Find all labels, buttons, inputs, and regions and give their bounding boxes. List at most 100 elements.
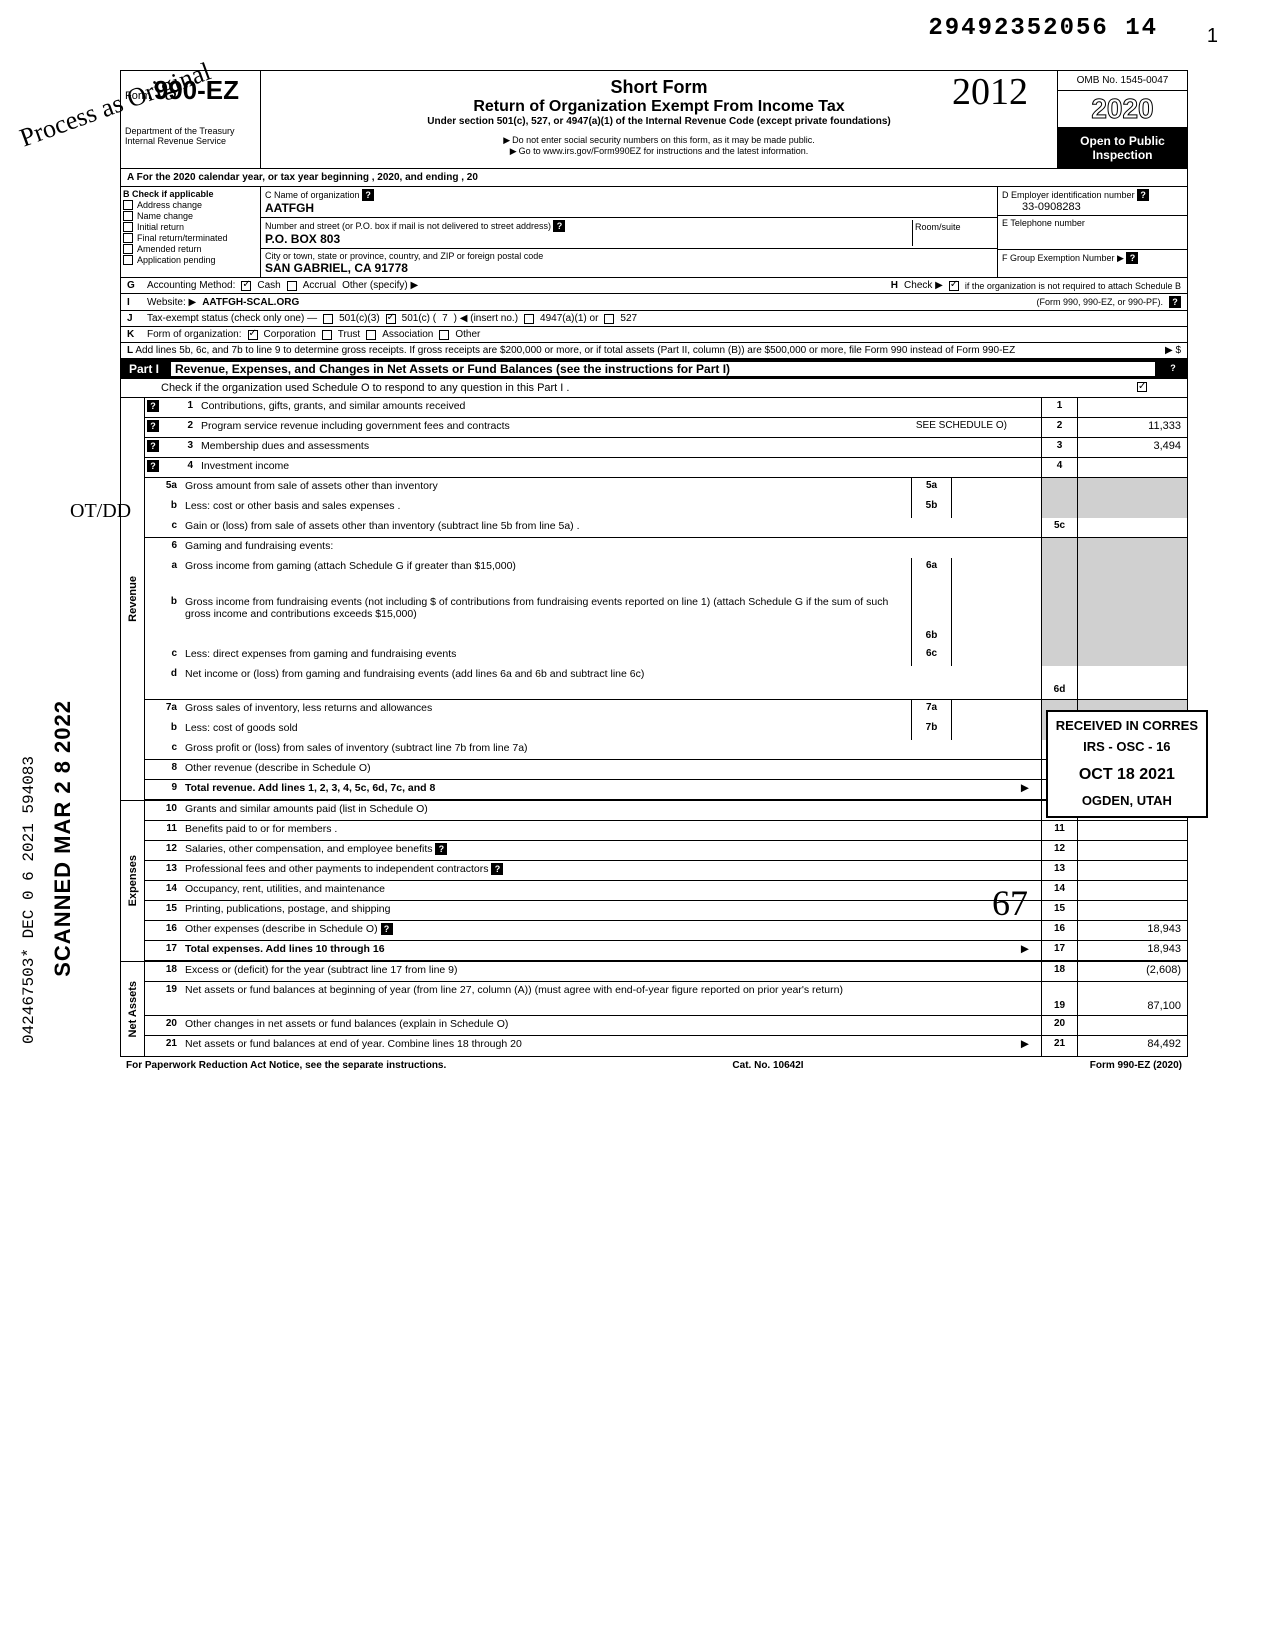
chk-527[interactable] xyxy=(604,314,614,324)
subtitle: Under section 501(c), 527, or 4947(a)(1)… xyxy=(267,116,1051,127)
line2-val: 11,333 xyxy=(1077,418,1187,437)
bottom-stamp: 042467503* DEC 0 6 2021 594083 xyxy=(20,756,38,1044)
tax-year: 2020 xyxy=(1058,91,1187,128)
help-icon[interactable]: ? xyxy=(1126,252,1138,264)
line1-val xyxy=(1077,398,1187,417)
part1-header: Part I Revenue, Expenses, and Changes in… xyxy=(121,359,1187,379)
col-b-org-info: C Name of organization ? AATFGH Number a… xyxy=(261,187,997,277)
chk-assoc[interactable] xyxy=(366,330,376,340)
line11-val xyxy=(1077,821,1187,840)
chk-schedule-o-part1[interactable] xyxy=(1137,382,1147,392)
expenses-label: Expenses xyxy=(127,855,139,906)
net-assets-label: Net Assets xyxy=(127,981,139,1037)
received-stamp: RECEIVED IN CORRES IRS - OSC - 16 OCT 18… xyxy=(1046,710,1208,818)
title-return: Return of Organization Exempt From Incom… xyxy=(267,98,1051,116)
handwritten-year: 2012 xyxy=(952,70,1028,114)
cat-number: Cat. No. 10642I xyxy=(732,1060,803,1071)
chk-pending[interactable] xyxy=(123,255,133,265)
col-b-checkboxes: B Check if applicable Address change Nam… xyxy=(121,187,261,277)
org-name-label: C Name of organization xyxy=(265,190,360,200)
part1-sub: Check if the organization used Schedule … xyxy=(121,379,1187,398)
help-icon[interactable]: ? xyxy=(435,843,447,855)
chk-4947[interactable] xyxy=(524,314,534,324)
paperwork-notice: For Paperwork Reduction Act Notice, see … xyxy=(126,1060,446,1071)
omb-number: OMB No. 1545-0047 xyxy=(1058,71,1187,91)
help-icon[interactable]: ? xyxy=(147,440,159,452)
org-name: AATFGH xyxy=(265,201,314,215)
net-assets-section: Net Assets 18Excess or (deficit) for the… xyxy=(121,961,1187,1056)
line19-val: 87,100 xyxy=(1077,982,1187,1015)
chk-initial-return[interactable] xyxy=(123,222,133,232)
website-url: AATFGH-SCAL.ORG xyxy=(202,297,299,308)
line13-val xyxy=(1077,861,1187,880)
section-b: B Check if applicable Address change Nam… xyxy=(121,187,1187,278)
chk-501c3[interactable] xyxy=(323,314,333,324)
chk-name-change[interactable] xyxy=(123,211,133,221)
instructions-link: Go to www.irs.gov/Form990EZ for instruct… xyxy=(267,146,1051,157)
help-icon[interactable]: ? xyxy=(1137,189,1149,201)
warning-ssn: Do not enter social security numbers on … xyxy=(267,135,1051,146)
telephone-label: E Telephone number xyxy=(1002,218,1085,228)
help-icon[interactable]: ? xyxy=(1169,296,1181,308)
line18-val: (2,608) xyxy=(1077,962,1187,981)
line5c-val xyxy=(1077,518,1187,537)
revenue-label: Revenue xyxy=(127,576,139,622)
col-b-right: D Employer identification number ? 33-09… xyxy=(997,187,1187,277)
schedule-o-ref: SEE SCHEDULE O) xyxy=(916,420,1007,431)
line3-val: 3,494 xyxy=(1077,438,1187,457)
line12-val xyxy=(1077,841,1187,860)
row-j-tax-exempt: J Tax-exempt status (check only one) — 5… xyxy=(121,311,1187,327)
page-number: 1 xyxy=(1207,25,1218,48)
row-g-accounting: G Accounting Method: Cash Accrual Other … xyxy=(121,278,1187,294)
chk-trust[interactable] xyxy=(322,330,332,340)
line6d-val xyxy=(1077,666,1187,699)
room-suite-label: Room/suite xyxy=(913,220,993,246)
chk-cash[interactable] xyxy=(241,281,251,291)
ein-number: 33-0908283 xyxy=(1002,201,1081,213)
header-right: OMB No. 1545-0047 2020 Open to Public In… xyxy=(1057,71,1187,168)
chk-address-change[interactable] xyxy=(123,200,133,210)
part1-title: Revenue, Expenses, and Changes in Net As… xyxy=(171,362,1155,376)
line20-val xyxy=(1077,1016,1187,1035)
line16-val: 18,943 xyxy=(1077,921,1187,940)
line21-val: 84,492 xyxy=(1077,1036,1187,1056)
help-icon[interactable]: ? xyxy=(147,460,159,472)
row-k-form-org: K Form of organization: Corporation Trus… xyxy=(121,327,1187,343)
open-to-public: Open to Public Inspection xyxy=(1058,128,1187,168)
help-icon[interactable]: ? xyxy=(362,189,374,201)
revenue-section: Revenue ?1Contributions, gifts, grants, … xyxy=(121,398,1187,800)
signature-mark: 67 xyxy=(992,882,1028,924)
form-footer: For Paperwork Reduction Act Notice, see … xyxy=(120,1057,1188,1074)
chk-amended[interactable] xyxy=(123,244,133,254)
line15-val xyxy=(1077,901,1187,920)
chk-final-return[interactable] xyxy=(123,233,133,243)
form-version: Form 990-EZ (2020) xyxy=(1090,1060,1182,1071)
help-icon[interactable]: ? xyxy=(491,863,503,875)
chk-501c[interactable] xyxy=(386,314,396,324)
header-center: Short Form Return of Organization Exempt… xyxy=(261,71,1057,168)
irs-label: Internal Revenue Service xyxy=(125,136,256,146)
group-exemption-label: F Group Exemption Number ▶ xyxy=(1002,253,1124,263)
row-a-calendar-year: A For the 2020 calendar year, or tax yea… xyxy=(121,169,1187,187)
scanned-stamp: SCANNED MAR 2 8 2022 xyxy=(50,700,76,977)
chk-schedule-b[interactable] xyxy=(949,281,959,291)
dept-treasury: Department of the Treasury xyxy=(125,126,256,136)
help-icon[interactable]: ? xyxy=(553,220,565,232)
row-i-website: I Website: ▶ AATFGH-SCAL.ORG (Form 990, … xyxy=(121,294,1187,311)
help-icon[interactable]: ? xyxy=(1167,362,1179,374)
chk-accrual[interactable] xyxy=(287,281,297,291)
line14-val xyxy=(1077,881,1187,900)
ot-dd-annotation: OT/DD xyxy=(70,500,131,523)
city-state-zip: SAN GABRIEL, CA 91778 xyxy=(265,261,408,275)
help-icon[interactable]: ? xyxy=(381,923,393,935)
street-address: P.O. BOX 803 xyxy=(265,232,340,246)
chk-other-org[interactable] xyxy=(439,330,449,340)
help-icon[interactable]: ? xyxy=(147,420,159,432)
document-number: 29492352056 14 xyxy=(928,15,1158,42)
ein-label: D Employer identification number xyxy=(1002,190,1135,200)
help-icon[interactable]: ? xyxy=(147,400,159,412)
line17-val: 18,943 xyxy=(1077,941,1187,960)
row-l-gross-receipts: L Add lines 5b, 6c, and 7b to line 9 to … xyxy=(121,343,1187,359)
chk-corp[interactable] xyxy=(248,330,258,340)
city-label: City or town, state or province, country… xyxy=(265,251,543,261)
